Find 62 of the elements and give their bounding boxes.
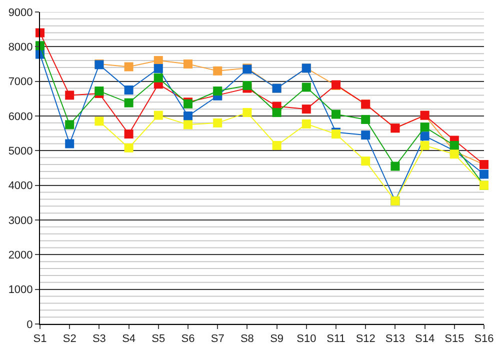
point	[213, 118, 222, 128]
point	[154, 110, 163, 120]
point	[361, 114, 370, 124]
point	[124, 62, 134, 72]
point	[272, 140, 282, 150]
y-tick-label: 3000	[8, 214, 33, 227]
y-tick-label: 4000	[8, 180, 33, 192]
point	[302, 119, 311, 128]
point	[480, 170, 488, 179]
x-tick-label: S13	[385, 333, 405, 346]
x-tick-label: S9	[270, 333, 284, 346]
point	[154, 64, 163, 74]
point	[65, 139, 74, 148]
y-tick-label: 0	[26, 318, 33, 331]
y-tick-label: 2000	[8, 250, 33, 262]
y-tick-label: 1000	[8, 284, 33, 296]
x-tick-label: S15	[444, 333, 464, 346]
point	[450, 140, 459, 150]
x-tick-label: S2	[62, 333, 76, 346]
point	[124, 143, 134, 152]
point	[94, 116, 104, 126]
x-tick-label: S5	[152, 333, 166, 346]
x-tick-label: S1	[33, 333, 47, 346]
point	[332, 110, 340, 119]
point	[420, 140, 430, 150]
y-tick-label: 8000	[8, 42, 33, 54]
x-tick-label: S7	[210, 333, 224, 346]
point	[184, 112, 192, 120]
point	[213, 66, 222, 76]
point	[272, 108, 282, 118]
point	[361, 130, 370, 140]
y-tick-label: 7000	[8, 76, 33, 88]
point	[65, 90, 74, 100]
point	[124, 98, 134, 108]
y-tick-label: 6000	[8, 110, 33, 123]
point	[213, 86, 222, 96]
point	[302, 104, 311, 114]
point	[124, 130, 134, 139]
x-tick-label: S4	[122, 333, 136, 346]
point	[420, 122, 430, 132]
point	[361, 156, 370, 166]
x-tick-label: S10	[296, 333, 316, 346]
point	[420, 132, 430, 141]
y-tick-label: 9000	[8, 6, 33, 19]
point	[184, 60, 192, 68]
x-tick-label: S14	[415, 333, 435, 346]
point	[390, 162, 400, 171]
point	[242, 108, 252, 118]
x-tick-label: S8	[240, 333, 254, 346]
x-tick-label: S3	[92, 333, 106, 346]
y-tick-label: 5000	[8, 146, 33, 158]
point	[302, 82, 311, 92]
point	[450, 150, 459, 159]
point	[124, 86, 134, 94]
point	[65, 120, 74, 130]
x-tick-label: S16	[474, 333, 494, 346]
x-tick-label: S6	[181, 333, 195, 346]
point	[184, 120, 192, 130]
point	[154, 73, 163, 82]
x-tick-label: S12	[356, 333, 376, 346]
point	[242, 80, 252, 90]
x-tick-label: S11	[326, 333, 346, 346]
